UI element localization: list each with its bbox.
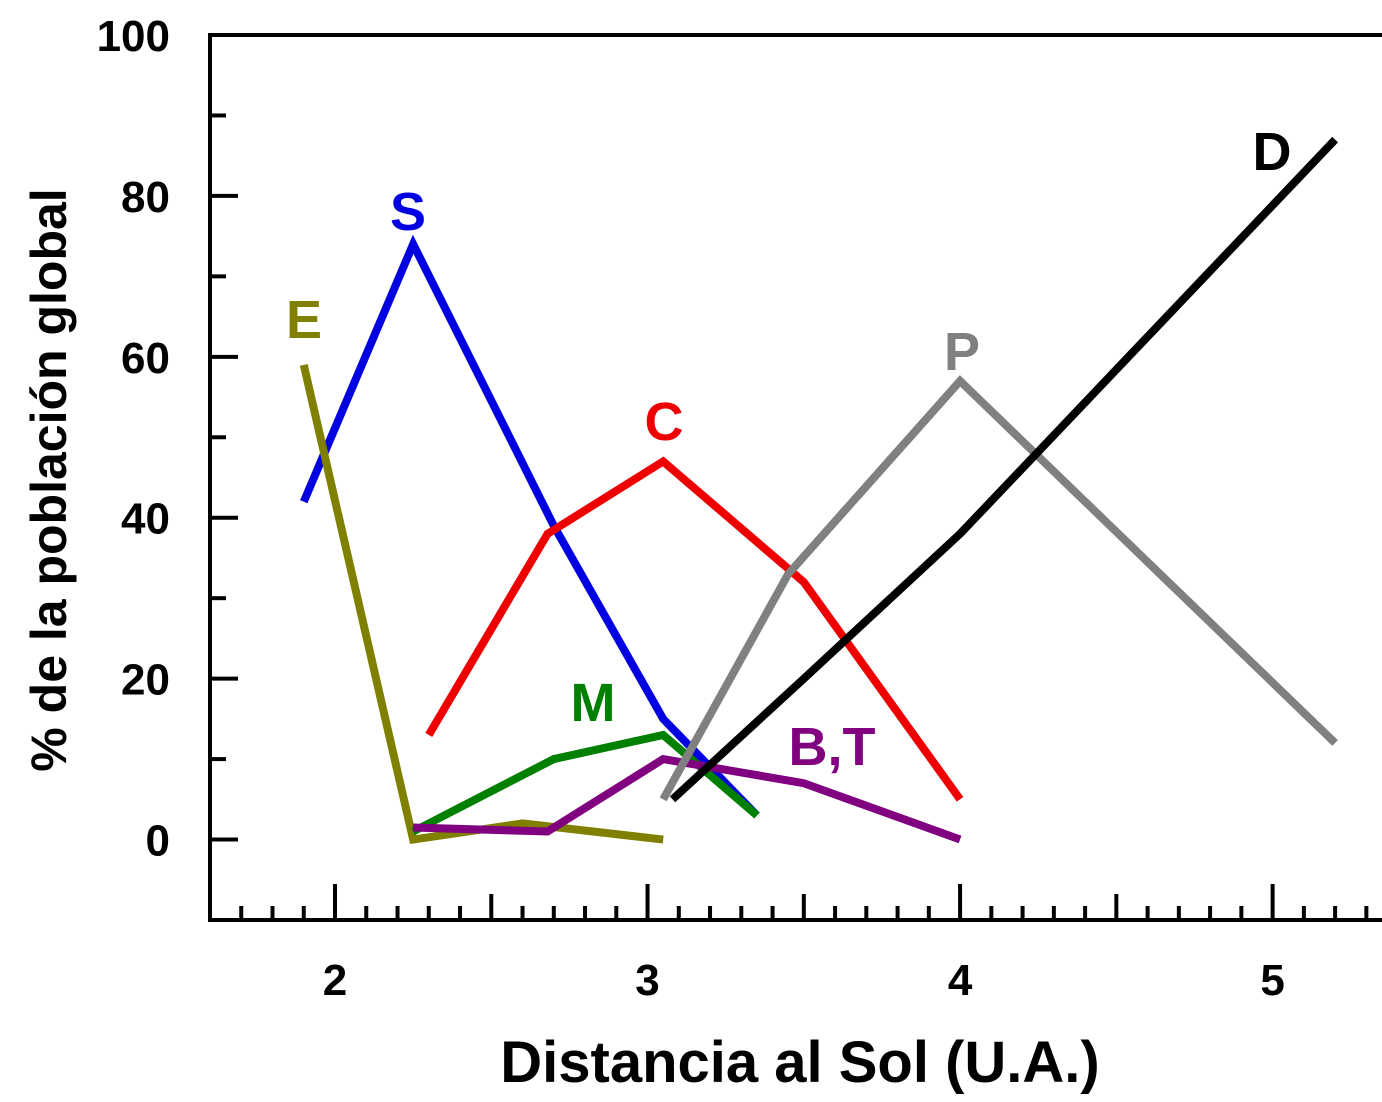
x-tick-label: 3 <box>635 956 659 1005</box>
y-tick-label: 100 <box>97 12 170 61</box>
series-label-bt: B,T <box>789 717 876 777</box>
y-tick-label: 0 <box>146 817 170 866</box>
series-label-e: E <box>286 290 322 350</box>
series-line-m <box>411 730 760 836</box>
series-line-p <box>659 375 1338 802</box>
series-label-s: S <box>390 182 426 242</box>
series-label-p: P <box>944 322 980 382</box>
series-line-s <box>300 234 760 819</box>
series-labels: S C E M B,T P D <box>286 122 1292 777</box>
x-tick-label: 2 <box>323 956 347 1005</box>
series-line-d <box>669 136 1339 803</box>
series-lines <box>299 136 1339 845</box>
y-tick-label: 40 <box>121 495 170 544</box>
y-tick-label: 80 <box>121 173 170 222</box>
series-line-bt <box>413 754 962 844</box>
series-line-e <box>299 363 664 845</box>
series-label-c: C <box>645 392 684 452</box>
series-line-c <box>425 456 964 802</box>
y-tick-label: 20 <box>121 656 170 705</box>
x-tick-label: 4 <box>948 956 973 1005</box>
y-axis-title: % de la población global <box>21 188 77 771</box>
x-tick-label: 5 <box>1260 956 1284 1005</box>
y-tick-label: 60 <box>121 334 170 383</box>
axes: 0 20 40 60 80 100 2 3 4 5 <box>97 12 1382 1005</box>
series-label-m: M <box>571 673 616 733</box>
x-axis-title: Distancia al Sol (U.A.) <box>500 1030 1099 1095</box>
series-label-d: D <box>1253 122 1292 182</box>
